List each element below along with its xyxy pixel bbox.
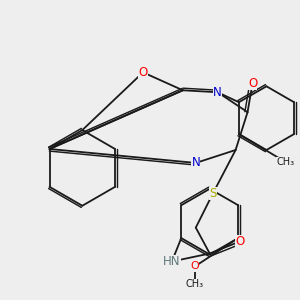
- Text: O: O: [235, 235, 244, 248]
- Text: O: O: [248, 77, 257, 90]
- Text: N: N: [213, 86, 222, 99]
- Text: CH₃: CH₃: [186, 279, 204, 290]
- Text: CH₃: CH₃: [276, 157, 294, 167]
- Text: S: S: [209, 187, 216, 200]
- Text: HN: HN: [163, 255, 181, 268]
- Text: O: O: [138, 66, 148, 79]
- Text: O: O: [190, 262, 199, 272]
- Text: N: N: [191, 156, 200, 170]
